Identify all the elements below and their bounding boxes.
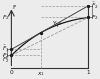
Text: Y: Y: [52, 21, 56, 26]
Text: $F_2$: $F_2$: [2, 13, 10, 22]
Text: $\bar{F}_1$: $\bar{F}_1$: [2, 44, 10, 54]
Text: $x_1$: $x_1$: [37, 70, 45, 78]
Text: $\bar{F}_2^E$: $\bar{F}_2^E$: [2, 54, 10, 65]
Text: $Y^E$: $Y^E$: [55, 21, 63, 30]
Text: $\bar{F}_2$: $\bar{F}_2$: [91, 1, 98, 11]
Text: $F_1$: $F_1$: [2, 51, 10, 60]
Text: 0: 0: [10, 70, 13, 75]
Text: $F_2$: $F_2$: [91, 13, 98, 22]
Text: 1: 1: [87, 70, 90, 75]
Text: F: F: [12, 5, 16, 9]
